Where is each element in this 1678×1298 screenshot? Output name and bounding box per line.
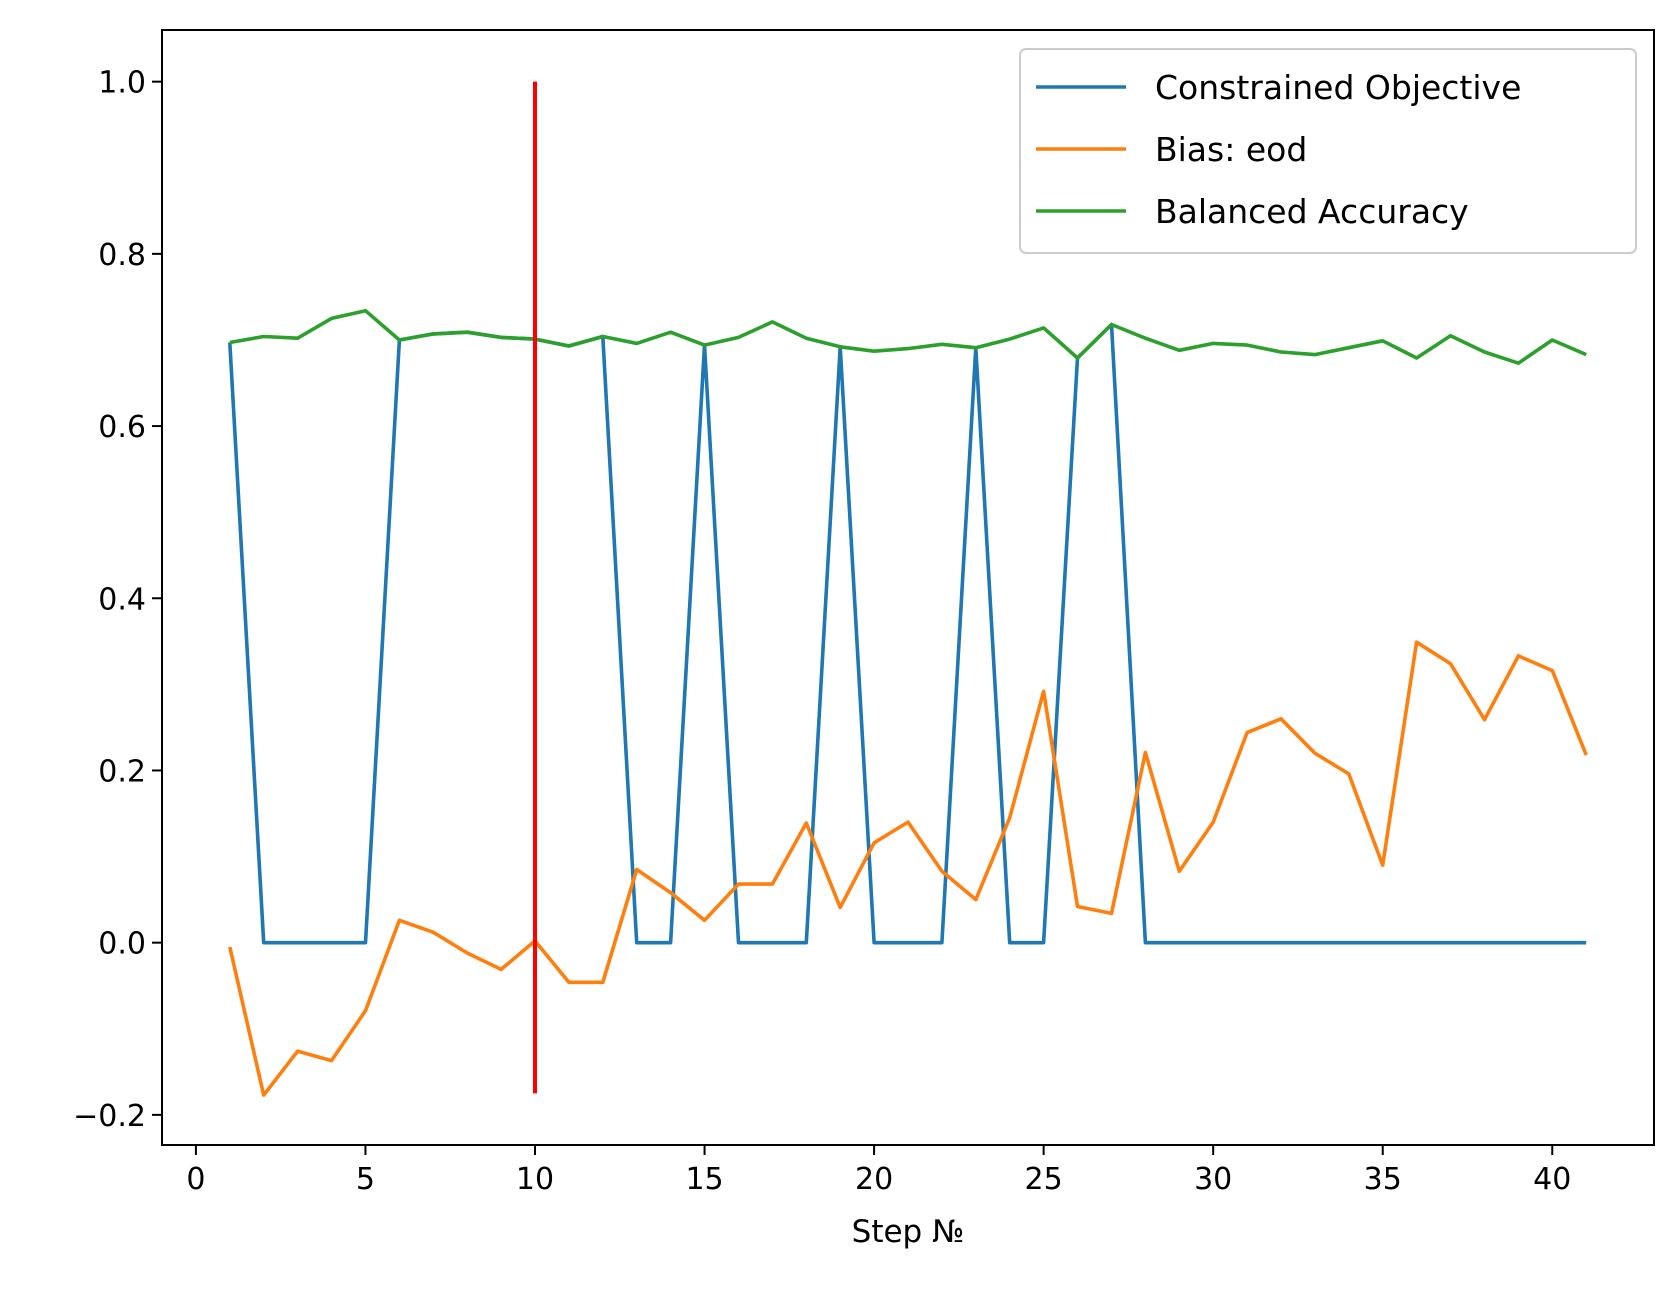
x-tick-label: 10 [516, 1162, 554, 1197]
x-tick-label: 5 [356, 1162, 375, 1197]
y-tick-label: 0.6 [98, 410, 146, 445]
y-tick-label: −0.2 [73, 1099, 146, 1134]
x-tick-label: 25 [1025, 1162, 1063, 1197]
x-tick-label: 15 [685, 1162, 723, 1197]
series-line-bias-eod [228, 640, 1588, 1097]
series-line-balanced-accuracy [229, 308, 1587, 366]
legend-box [1019, 48, 1637, 254]
x-tick-label: 35 [1364, 1162, 1402, 1197]
y-tick-label: 0.8 [98, 238, 146, 273]
x-tick-label: 40 [1533, 1162, 1571, 1197]
plot-area [228, 81, 1588, 1097]
legend-label-bias-eod: Bias: eod [1155, 130, 1307, 169]
x-tick-label: 30 [1194, 1162, 1232, 1197]
legend-label-balanced-accuracy: Balanced Accuracy [1155, 192, 1469, 231]
y-tick-label: 1.0 [98, 66, 146, 101]
x-tick-label: 20 [855, 1162, 893, 1197]
y-tick-label: 0.4 [98, 582, 146, 617]
axes-frame [161, 29, 1655, 1146]
axes: 0 5 10 15 20 25 30 35 40 −0.2 0.0 0.2 0.4 0.6 0.8 1.0 [73, 29, 1655, 1197]
x-tick-label: 0 [186, 1162, 205, 1197]
x-axis-title: Step № [852, 1214, 965, 1250]
legend-label-constrained-objective: Constrained Objective [1155, 68, 1521, 107]
y-tick-label: 0.0 [98, 927, 146, 962]
legend: Constrained Objective Bias: eod Balanced A… [1019, 48, 1637, 254]
y-tick-label: 0.2 [98, 754, 146, 789]
